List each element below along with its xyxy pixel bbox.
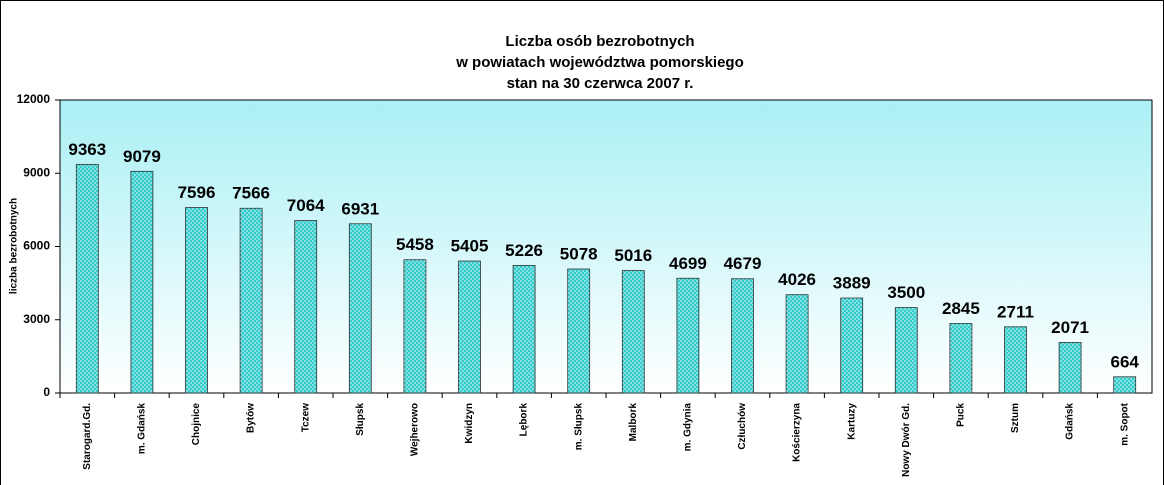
bar (75, 163, 99, 394)
plot-area (59, 99, 1153, 394)
data-label: 5458 (396, 235, 434, 254)
x-tick-label: Wejherowo (410, 403, 421, 456)
x-tick-label: Starogard.Gd. (82, 403, 93, 470)
bar (1004, 326, 1027, 394)
data-label: 4699 (669, 254, 707, 273)
data-label: 5078 (560, 244, 598, 263)
data-label: 7596 (178, 183, 216, 202)
chart-title: stan na 30 czerwca 2007 r. (507, 75, 694, 92)
y-tick-label: 0 (43, 385, 50, 399)
data-label: 9079 (123, 147, 161, 166)
bar (840, 297, 864, 394)
x-tick-label: Lębork (519, 403, 530, 437)
x-tick-label: Malbork (628, 403, 639, 442)
data-label: 3500 (887, 283, 925, 302)
data-label: 2071 (1051, 318, 1089, 337)
bar (403, 259, 427, 394)
data-label: 7566 (232, 184, 270, 203)
x-tick-label: Sztum (1010, 403, 1021, 433)
y-tick-label: 12000 (17, 92, 51, 106)
y-axis-label: liczba bezrobotnych (9, 198, 20, 294)
bar (567, 268, 591, 394)
x-tick-label: Tczew (300, 403, 311, 432)
data-label: 2711 (997, 302, 1034, 321)
x-tick-label: Kartuzy (846, 403, 857, 440)
bar (731, 278, 754, 394)
bar (130, 170, 154, 394)
bar (785, 294, 809, 394)
data-label: 2845 (942, 299, 980, 318)
y-tick-label: 9000 (23, 165, 50, 179)
bar (621, 270, 645, 394)
data-label: 5226 (505, 241, 543, 260)
x-tick-label: Kościerzyna (792, 403, 803, 462)
bar (512, 264, 536, 394)
bar (348, 223, 372, 394)
bar (894, 307, 918, 394)
chart-title: Liczba osób bezrobotnych (505, 33, 694, 50)
y-tick-label: 3000 (23, 312, 50, 326)
x-tick-label: m. Sopot (1119, 402, 1130, 445)
x-tick-label: Kwidzyn (464, 403, 475, 444)
x-tick-label: Puck (956, 403, 967, 427)
data-label: 7064 (287, 196, 325, 215)
data-label: 3889 (833, 274, 871, 293)
x-tick-label: Człuchów (737, 403, 748, 450)
data-label: 9363 (68, 140, 106, 159)
x-tick-label: Słupsk (355, 403, 366, 436)
x-tick-label: m. Gdańsk (137, 403, 148, 455)
data-label: 4679 (724, 254, 762, 273)
data-label: 4026 (778, 270, 816, 289)
x-tick-label: Bytów (246, 403, 257, 433)
bar (239, 207, 263, 394)
data-label: 664 (1111, 352, 1140, 371)
y-tick-label: 6000 (23, 239, 50, 253)
x-tick-label: Gdańsk (1065, 403, 1076, 440)
bar (458, 260, 481, 394)
bar (185, 207, 208, 394)
bar (294, 220, 318, 394)
x-tick-label: Nowy Dwór Gd. (901, 403, 912, 477)
x-tick-label: Chojnice (191, 403, 202, 446)
x-tick-label: m. Słupsk (573, 403, 584, 451)
data-label: 6931 (341, 199, 379, 218)
bar (676, 277, 700, 394)
chart-title: w powiatach województwa pomorskiego (455, 54, 744, 71)
bar (949, 323, 973, 394)
data-label: 5016 (614, 246, 652, 265)
bar (1058, 342, 1082, 394)
data-label: 5405 (451, 237, 489, 256)
x-tick-label: m. Gdynia (683, 403, 694, 452)
bar (1113, 376, 1137, 394)
